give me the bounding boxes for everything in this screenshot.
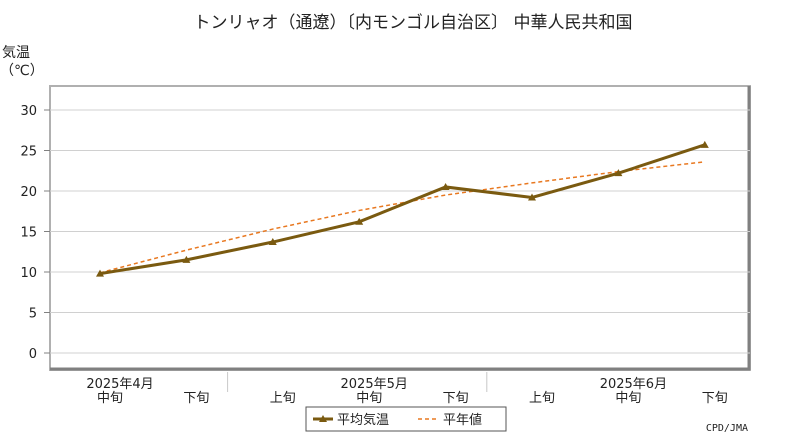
x-tick-label-0: 中旬	[97, 391, 123, 406]
x-month-label-0: 2025年4月	[86, 377, 153, 392]
x-separators	[227, 372, 488, 392]
y-tick-labels: 0 5 10 15 20 25 30	[20, 104, 37, 362]
series-group	[96, 140, 709, 277]
x-tick-label-4: 下旬	[443, 391, 469, 406]
series-line-average	[99, 143, 706, 276]
point-average-5	[528, 193, 536, 201]
legend-label-actual: 平均気温	[337, 412, 389, 428]
plot-frame	[49, 85, 751, 371]
legend-label-normal: 平年値	[443, 412, 482, 428]
y-tick-label-5: 5	[29, 307, 37, 322]
chart-title: トンリャオ（通遼）〔内モンゴル自治区〕 中華人民共和国	[194, 12, 633, 33]
point-average-1	[182, 255, 191, 263]
legend-marker-actual	[319, 415, 327, 422]
grid-lines	[44, 109, 750, 354]
x-tick-labels: 中旬 下旬 上旬 中旬 下旬 上旬 中旬 下旬 2025年4月 2025年5月 2025年6月	[86, 377, 727, 406]
y-tick-label-30: 30	[20, 104, 37, 119]
x-tick-label-1: 下旬	[183, 391, 209, 406]
series-line-normal	[99, 161, 705, 274]
credit: CPD/JMA	[706, 423, 748, 434]
x-tick-label-6: 中旬	[615, 391, 641, 406]
point-average-0	[96, 269, 104, 277]
x-tick-label-3: 中旬	[356, 391, 382, 406]
y-tick-label-20: 20	[20, 185, 37, 200]
x-tick-label-7: 下旬	[702, 391, 728, 406]
point-average-3	[355, 217, 364, 225]
x-month-label-2: 2025年6月	[600, 377, 667, 392]
legend: 平均気温 平年値	[305, 406, 507, 432]
point-average-4	[441, 182, 450, 190]
x-month-label-1: 2025年5月	[341, 377, 408, 392]
y-tick-label-15: 15	[20, 226, 37, 241]
y-tick-label-25: 25	[20, 145, 37, 160]
legend-box	[305, 406, 507, 432]
y-tick-label-10: 10	[20, 266, 37, 281]
y-axis-unit: （℃）	[0, 63, 44, 79]
point-average-2	[268, 238, 277, 246]
x-tick-label-5: 上旬	[529, 391, 555, 406]
point-average-6	[614, 169, 623, 177]
x-tick-label-2: 上旬	[270, 391, 296, 406]
y-axis-label: 気温	[2, 45, 30, 61]
y-tick-label-0: 0	[29, 347, 37, 362]
point-average-7	[700, 140, 709, 148]
